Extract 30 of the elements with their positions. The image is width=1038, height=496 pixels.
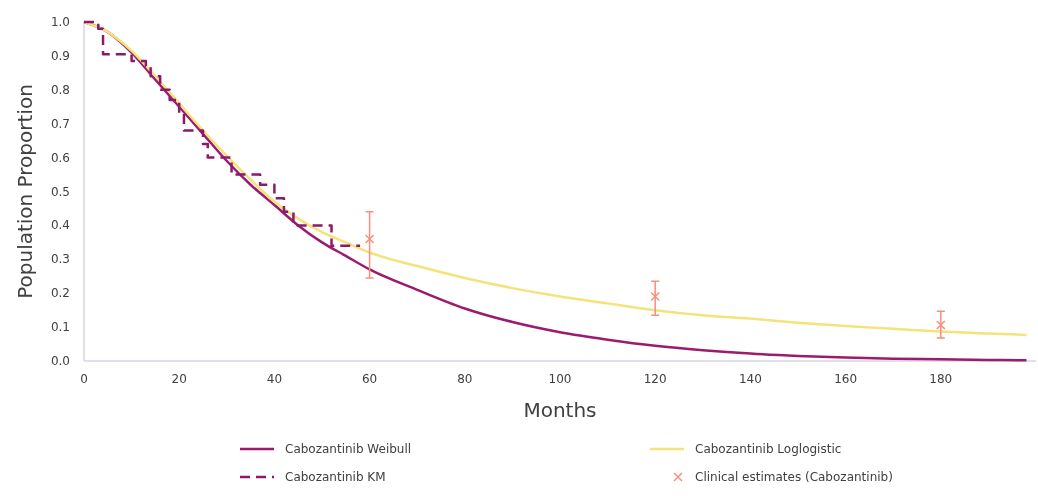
- legend-label: Clinical estimates (Cabozantinib): [695, 470, 893, 484]
- x-tick-label: 60: [361, 372, 378, 386]
- y-axis-title: Population Proportion: [13, 84, 37, 299]
- point: [936, 320, 946, 330]
- y-tick-label: 1.0: [50, 15, 70, 29]
- point: [650, 291, 660, 302]
- point: [364, 234, 375, 244]
- legend-label: Cabozantinib Loglogistic: [695, 442, 842, 456]
- y-tick-label: 0.0: [50, 354, 70, 368]
- x-tick-label: 120: [643, 372, 667, 386]
- y-tick-label: 0.8: [50, 82, 70, 97]
- y-tick-label: 0.6: [50, 150, 70, 165]
- y-tick-label: 0.1: [50, 320, 70, 335]
- x-axis-title: Months: [523, 398, 597, 422]
- x-tick-label: 140: [738, 372, 762, 386]
- x-tick-label: 160: [834, 372, 858, 386]
- y-tick-label: 0.9: [50, 48, 70, 63]
- x-tick-label: 100: [548, 372, 572, 386]
- y-tick-label: 0.4: [50, 218, 70, 233]
- y-tick-label: 0.3: [50, 252, 70, 267]
- legend-label: Cabozantinib Weibull: [285, 442, 412, 456]
- y-tick-label: 0.5: [50, 184, 70, 199]
- x-tick-label: 180: [929, 372, 953, 386]
- x-tick-label: 20: [171, 372, 187, 386]
- y-tick-label: 0.7: [50, 116, 70, 131]
- x-tick-label: 40: [266, 372, 283, 386]
- x-tick-label: 80: [457, 372, 473, 386]
- x-tick-label: 0: [80, 372, 88, 386]
- y-tick-label: 0.2: [50, 286, 70, 301]
- legend-label: Cabozantinib KM: [285, 470, 386, 484]
